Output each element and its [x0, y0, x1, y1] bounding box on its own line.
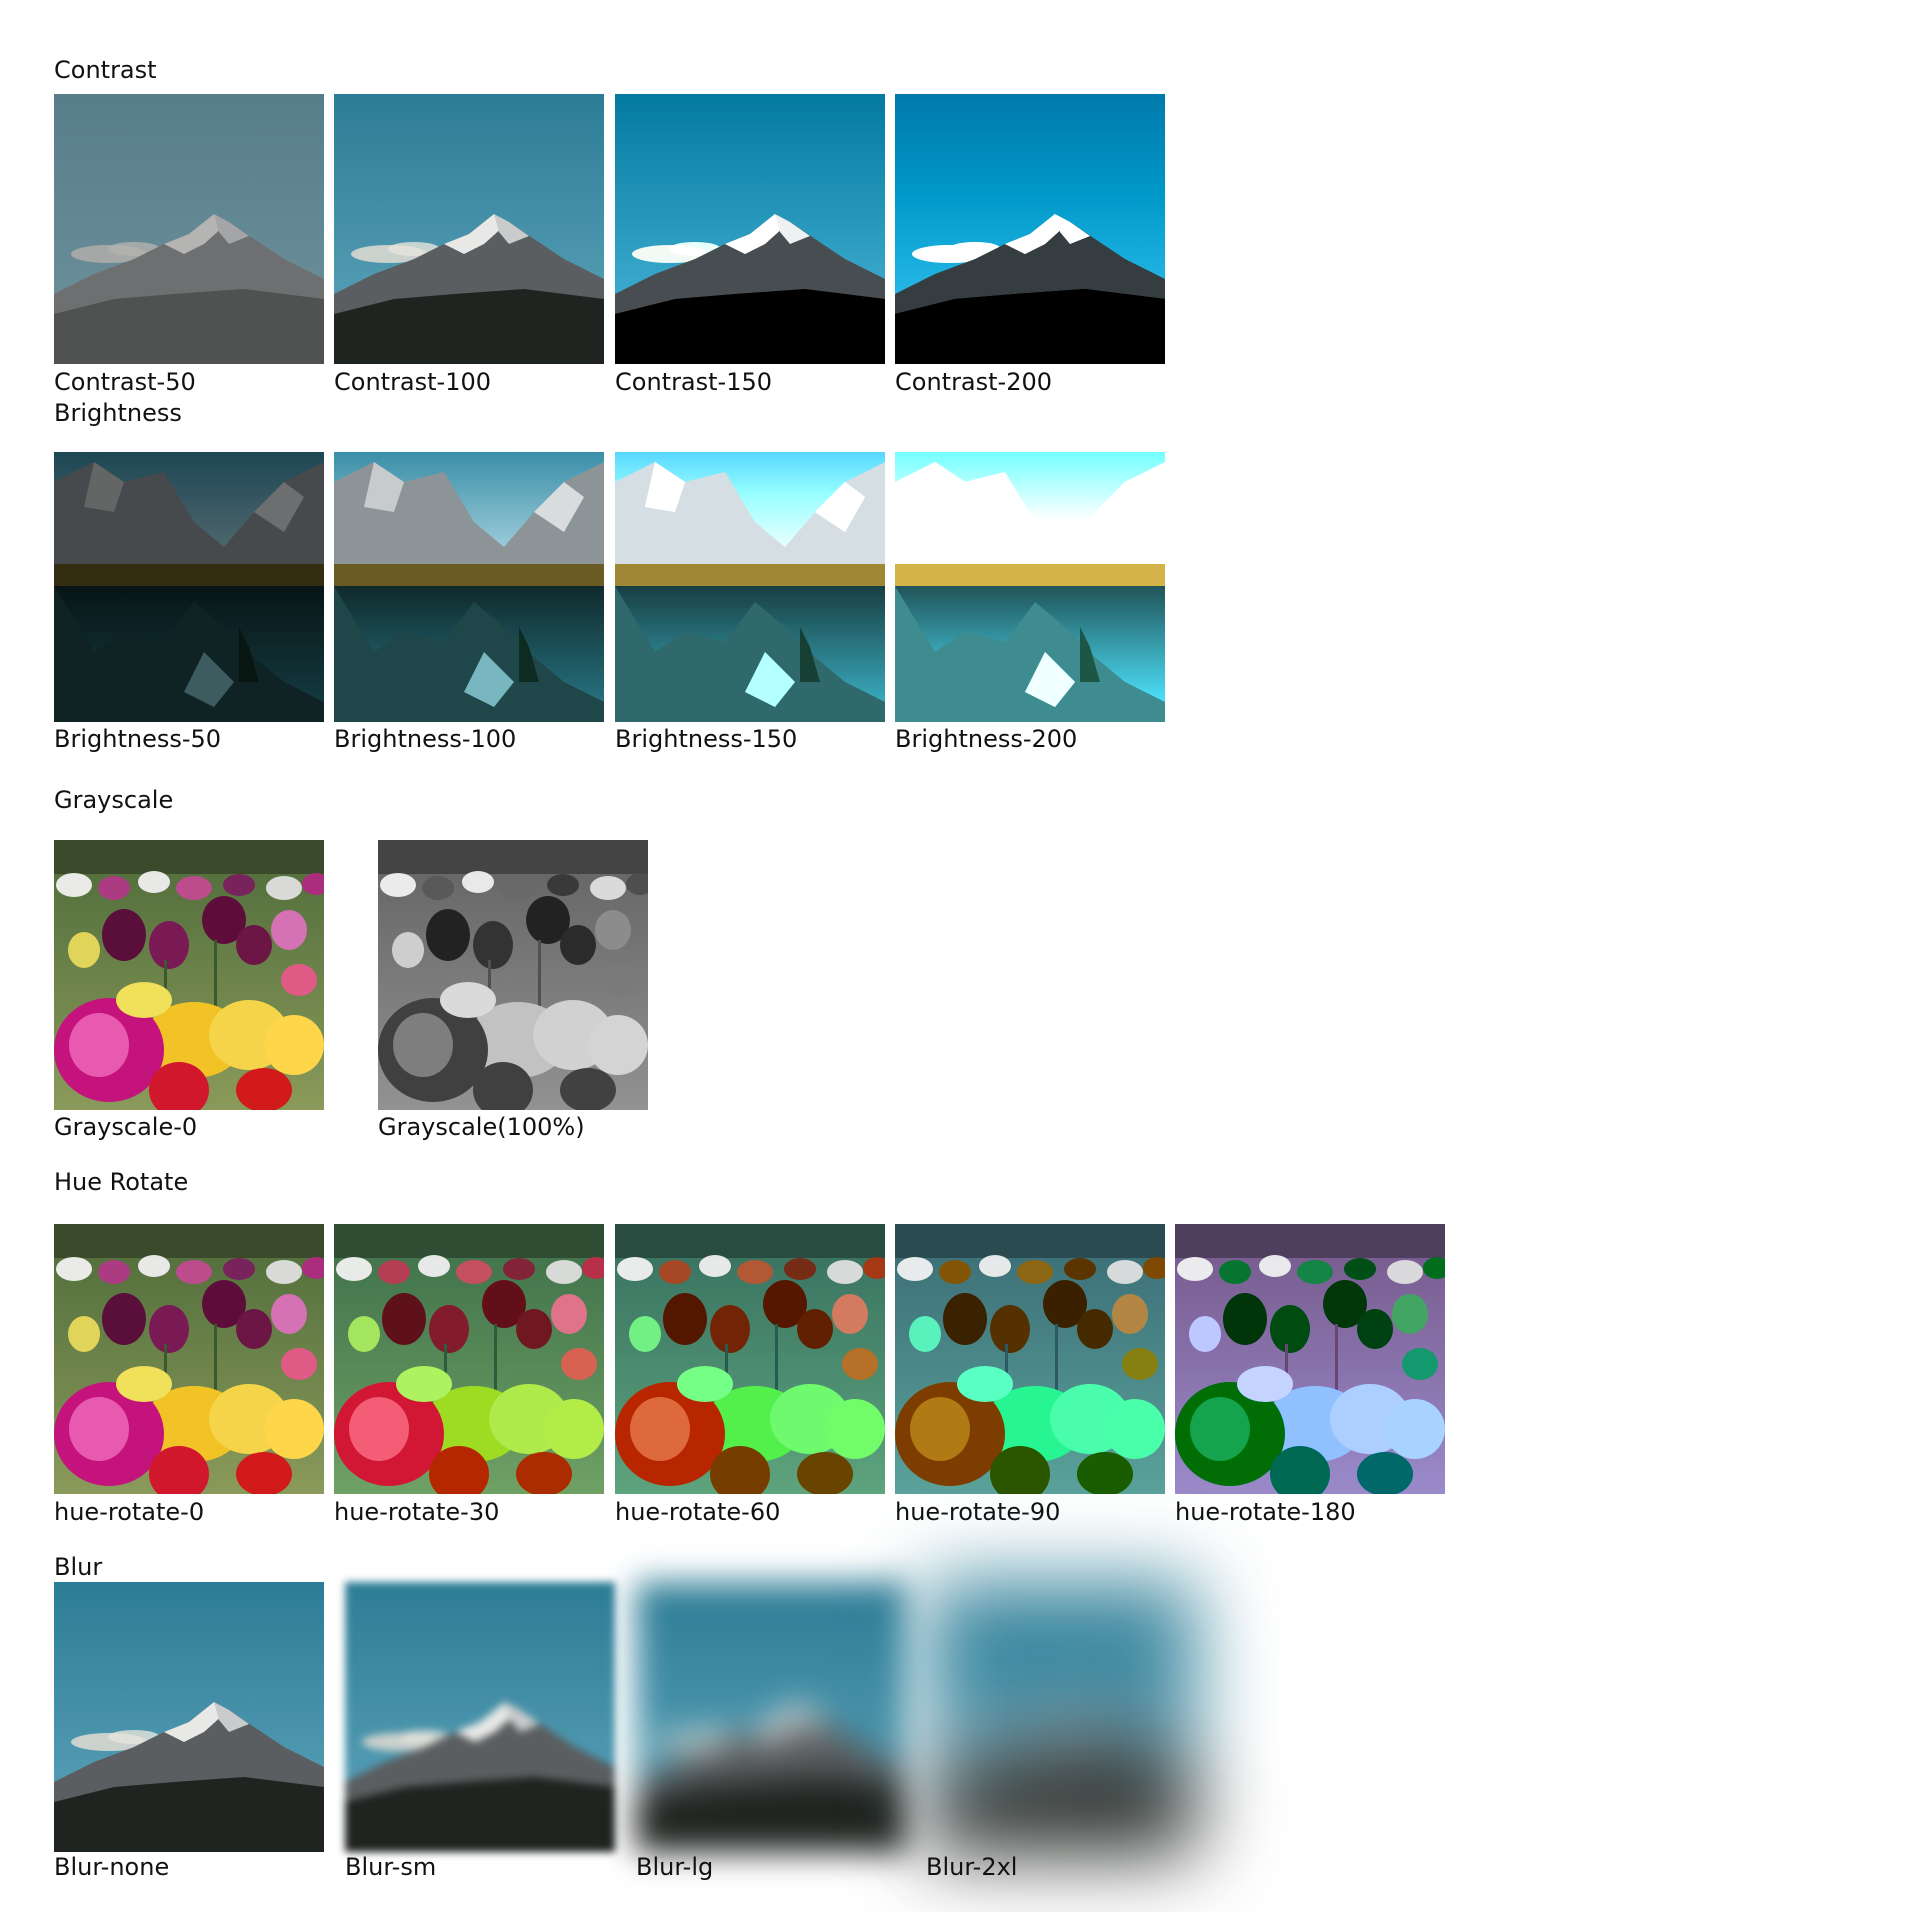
brightness-thumb-3 [615, 452, 885, 722]
grayscale-label-2: Grayscale(100%) [378, 1113, 585, 1141]
brightness-label-1: Brightness-50 [54, 725, 222, 753]
section-heading-hue-rotate: Hue Rotate [54, 1168, 189, 1196]
contrast-label-4: Contrast-200 [895, 368, 1053, 396]
hue-rotate-thumb-5 [1175, 1224, 1445, 1494]
hue-rotate-thumb-3 [615, 1224, 885, 1494]
mountain-lake-image [54, 452, 324, 722]
contrast-label-1: Contrast-50 [54, 368, 196, 396]
tulips-image [334, 1224, 604, 1494]
brightness-thumb-4 [895, 452, 1165, 722]
blur-thumb-1 [54, 1582, 324, 1852]
mountain-peak-image [895, 94, 1165, 364]
mountain-peak-image [615, 94, 885, 364]
section-heading-brightness: Brightness [54, 399, 182, 427]
hue-rotate-label-1: hue-rotate-0 [54, 1498, 205, 1526]
mountain-lake-image [334, 452, 604, 722]
mountain-peak-image [636, 1582, 906, 1852]
tulips-image [378, 840, 648, 1110]
tulips-image [54, 1224, 324, 1494]
grayscale-thumb-2 [378, 840, 648, 1110]
contrast-thumb-1 [54, 94, 324, 364]
contrast-thumb-4 [895, 94, 1165, 364]
blur-thumb-2 [345, 1582, 615, 1852]
mountain-peak-image [334, 94, 604, 364]
grayscale-thumb-1 [54, 840, 324, 1110]
contrast-label-3: Contrast-150 [615, 368, 773, 396]
grayscale-label-1: Grayscale-0 [54, 1113, 198, 1141]
hue-rotate-thumb-1 [54, 1224, 324, 1494]
contrast-label-2: Contrast-100 [334, 368, 492, 396]
brightness-label-4: Brightness-200 [895, 725, 1078, 753]
hue-rotate-thumb-2 [334, 1224, 604, 1494]
blur-label-3: Blur-lg [636, 1853, 714, 1881]
blur-label-4: Blur-2xl [926, 1853, 1018, 1881]
brightness-thumb-1 [54, 452, 324, 722]
tulips-image [1175, 1224, 1445, 1494]
brightness-label-3: Brightness-150 [615, 725, 798, 753]
blur-thumb-3 [636, 1582, 906, 1852]
hue-rotate-label-3: hue-rotate-60 [615, 1498, 781, 1526]
blur-label-1: Blur-none [54, 1853, 170, 1881]
mountain-peak-image [345, 1582, 615, 1852]
contrast-thumb-2 [334, 94, 604, 364]
hue-rotate-label-2: hue-rotate-30 [334, 1498, 500, 1526]
brightness-label-2: Brightness-100 [334, 725, 517, 753]
hue-rotate-label-5: hue-rotate-180 [1175, 1498, 1356, 1526]
mountain-peak-image [926, 1582, 1196, 1852]
mountain-peak-image [54, 94, 324, 364]
mountain-lake-image [615, 452, 885, 722]
section-heading-contrast: Contrast [54, 56, 157, 84]
tulips-image [615, 1224, 885, 1494]
hue-rotate-thumb-4 [895, 1224, 1165, 1494]
tulips-image [895, 1224, 1165, 1494]
blur-thumb-4 [926, 1582, 1196, 1852]
brightness-thumb-2 [334, 452, 604, 722]
section-heading-blur: Blur [54, 1553, 103, 1581]
hue-rotate-label-4: hue-rotate-90 [895, 1498, 1061, 1526]
mountain-lake-image [895, 452, 1165, 722]
section-heading-grayscale: Grayscale [54, 786, 174, 814]
contrast-thumb-3 [615, 94, 885, 364]
mountain-peak-image [54, 1582, 324, 1852]
tulips-image [54, 840, 324, 1110]
blur-label-2: Blur-sm [345, 1853, 437, 1881]
